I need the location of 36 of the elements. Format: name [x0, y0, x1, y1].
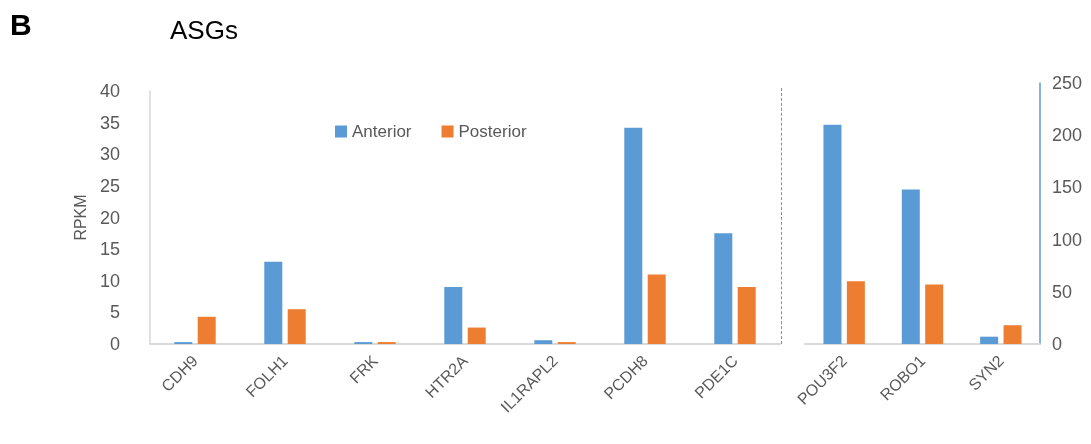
y-tick-label: 0 — [1052, 334, 1063, 354]
bar — [980, 336, 999, 344]
legend-label: Posterior — [458, 122, 527, 141]
bar — [1003, 325, 1022, 344]
bar — [714, 233, 733, 344]
bar — [823, 124, 842, 344]
bar — [264, 261, 283, 344]
y-tick-label: 30 — [99, 144, 120, 165]
y-tick-label: 40 — [99, 81, 120, 101]
y-tick-label: 25 — [99, 175, 120, 196]
y-tick-label: 50 — [1052, 281, 1073, 302]
bar — [647, 274, 666, 344]
legend-label: Anterior — [352, 122, 412, 141]
y-tick-label: 35 — [99, 112, 120, 133]
bar — [467, 327, 486, 344]
y-tick-label: 250 — [1052, 73, 1083, 93]
bar — [901, 189, 920, 344]
y-tick-label: 10 — [99, 270, 120, 291]
y-axis-title: RPKM — [71, 194, 89, 241]
y-tick-label: 20 — [99, 207, 120, 228]
bar — [197, 316, 216, 344]
chart-title: ASGs — [170, 15, 238, 45]
y-tick-label: 100 — [1052, 229, 1083, 250]
bar — [925, 284, 944, 344]
y-tick-label: 150 — [1052, 177, 1083, 198]
y-tick-label: 0 — [109, 334, 120, 354]
y-tick-label: 5 — [109, 302, 120, 323]
bar — [624, 127, 643, 344]
y-tick-label: 15 — [99, 239, 120, 260]
bar — [444, 287, 463, 344]
bar — [534, 340, 553, 344]
bar — [846, 281, 865, 344]
bar — [287, 309, 306, 344]
bar — [737, 287, 756, 344]
text: B — [10, 8, 32, 42]
y-tick-label: 200 — [1052, 125, 1083, 146]
